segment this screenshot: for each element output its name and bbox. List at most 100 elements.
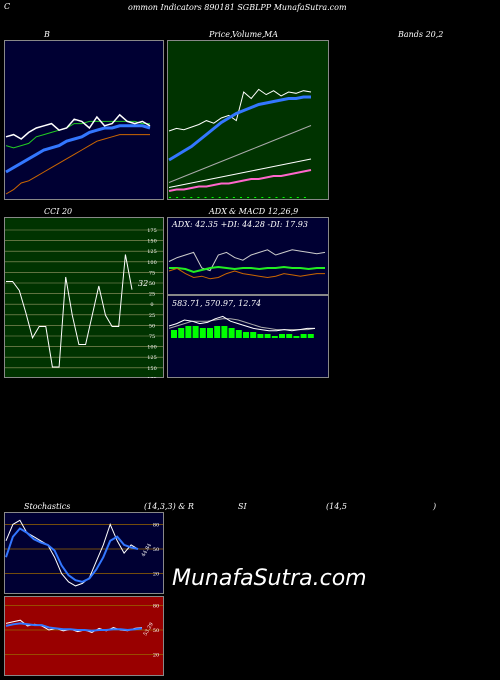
- volume-bar: [268, 197, 271, 198]
- cci-tick-label: 150: [147, 239, 157, 245]
- cci-tick-label: 0: [150, 302, 153, 308]
- stoch-title: Stochastics: [24, 502, 71, 511]
- macd-hist-bar: [264, 334, 271, 338]
- cci-chart: 175 150 125 100 75 50 25 0 25 50 75 100 125 150 175 32: [4, 217, 164, 378]
- volume-bar: [169, 197, 171, 198]
- macd-hist-bar: [199, 328, 206, 338]
- stoch-tick-label: 80: [153, 522, 159, 528]
- volume-bar: [197, 197, 200, 198]
- cci-tick-label: 175: [147, 376, 157, 378]
- ma-fast-line: [168, 95, 311, 162]
- volume-bar: [218, 197, 221, 198]
- stoch-d-line: [5, 527, 139, 583]
- macd-line: [168, 315, 315, 332]
- macd-hist-bar: [250, 332, 257, 338]
- rsi-tick-label: 20: [153, 653, 159, 659]
- macd-hist-bar: [300, 334, 307, 338]
- cci-tick-label: 100: [147, 260, 157, 266]
- macd-hist-bar: [192, 326, 199, 338]
- cci-tick-label: 25: [149, 292, 155, 298]
- cci-tick-label: 125: [147, 249, 157, 255]
- macd-hist-bar: [271, 336, 278, 338]
- rsi-title: SI: [238, 502, 247, 511]
- bb-title: B: [44, 30, 50, 39]
- cci-line: [6, 254, 133, 368]
- macd-hist-bar: [171, 330, 177, 338]
- bb-middle-line: [5, 124, 151, 174]
- cci-current-label: 32: [138, 279, 148, 288]
- volume-bar: [176, 197, 179, 198]
- volume-bar: [275, 197, 278, 198]
- price-title-volume: Volume,: [232, 30, 265, 39]
- macd-hist-bar: [279, 334, 285, 338]
- rsi-params: (14,5: [326, 502, 347, 511]
- adx-title-right: & MACD 12,26,9: [229, 207, 299, 216]
- panel-background: [4, 217, 164, 378]
- price-ma-chart: [167, 40, 329, 200]
- volume-bar: [232, 197, 235, 198]
- macd-hist-bar: [286, 334, 293, 338]
- cci-tick-label: 25: [149, 313, 155, 319]
- volume-bar: [240, 197, 242, 198]
- volume-bar: [204, 197, 207, 198]
- macd-hist-bar: [243, 332, 249, 338]
- macd-values-label: 583.71, 570.97, 12.74: [172, 299, 261, 308]
- price-line: [168, 88, 312, 132]
- rsi-tick-label: 50: [153, 628, 159, 634]
- macd-hist-bar: [214, 326, 221, 338]
- cci-title: CCI 20: [44, 207, 73, 216]
- ma-pink-line: [168, 169, 312, 192]
- panel-background: [167, 217, 329, 295]
- volume-bar: [296, 197, 299, 198]
- adx-line: [168, 249, 326, 272]
- watermark: MunafaSutra.com: [172, 566, 367, 591]
- volume-bar: [247, 197, 250, 198]
- minus-di-line: [168, 267, 325, 280]
- bb-lower-line: [5, 134, 150, 195]
- volume-bar: [183, 197, 186, 198]
- volume-bar: [254, 197, 257, 198]
- rsi-close: ): [433, 502, 437, 511]
- ma-slow-line: [168, 158, 312, 188]
- header-prefix: C: [4, 2, 11, 11]
- cci-tick-label: 175: [147, 228, 157, 234]
- volume-bar: [211, 197, 214, 198]
- volume-bar: [282, 197, 285, 198]
- volume-bar: [225, 197, 228, 198]
- volume-bar: [303, 197, 306, 198]
- panel-background: [167, 40, 329, 200]
- plus-di-line: [169, 265, 325, 274]
- rsi-ma-line: [5, 622, 143, 632]
- ma-mid-line: [168, 125, 312, 183]
- cci-tick-label: 125: [147, 355, 157, 361]
- bb-upper-line: [5, 120, 150, 149]
- adx-values-label: ADX: 42.35 +DI: 44.28 -DI: 17.93: [171, 220, 308, 229]
- macd-hist-bar: [178, 328, 185, 338]
- macd-chart: 583.71, 570.97, 12.74: [167, 295, 329, 378]
- macd-hist-bar: [207, 328, 213, 338]
- cci-tick-label: 150: [147, 366, 157, 372]
- macd-hist-bar: [235, 330, 242, 338]
- stoch-tick-label: 20: [153, 572, 159, 578]
- cci-tick-label: 50: [149, 281, 155, 287]
- macd-hist-bar: [221, 326, 228, 338]
- volume-bar: [190, 197, 193, 198]
- price-title-ma: MA: [264, 30, 278, 39]
- page-header: ommon Indicators 890181 SGBLPP MunafaSut…: [128, 3, 347, 12]
- volume-bar: [289, 197, 292, 198]
- cci-tick-label: 50: [149, 323, 155, 329]
- cci-tick-label: 100: [147, 345, 157, 351]
- macd-hist-bar: [257, 334, 264, 338]
- macd-hist-bar: [293, 336, 300, 338]
- volume-bar: [261, 197, 264, 198]
- stoch-params: (14,3,3) & R: [144, 502, 194, 511]
- adx-chart: ADX: 42.35 +DI: 44.28 -DI: 17.93: [167, 217, 329, 295]
- macd-hist-bar: [307, 334, 314, 338]
- bollinger-chart: [4, 40, 164, 200]
- bb-price-line: [5, 113, 151, 140]
- rsi-tick-label: 80: [153, 603, 159, 609]
- cci-tick-label: 75: [149, 270, 155, 276]
- macd-hist-bar: [185, 326, 192, 338]
